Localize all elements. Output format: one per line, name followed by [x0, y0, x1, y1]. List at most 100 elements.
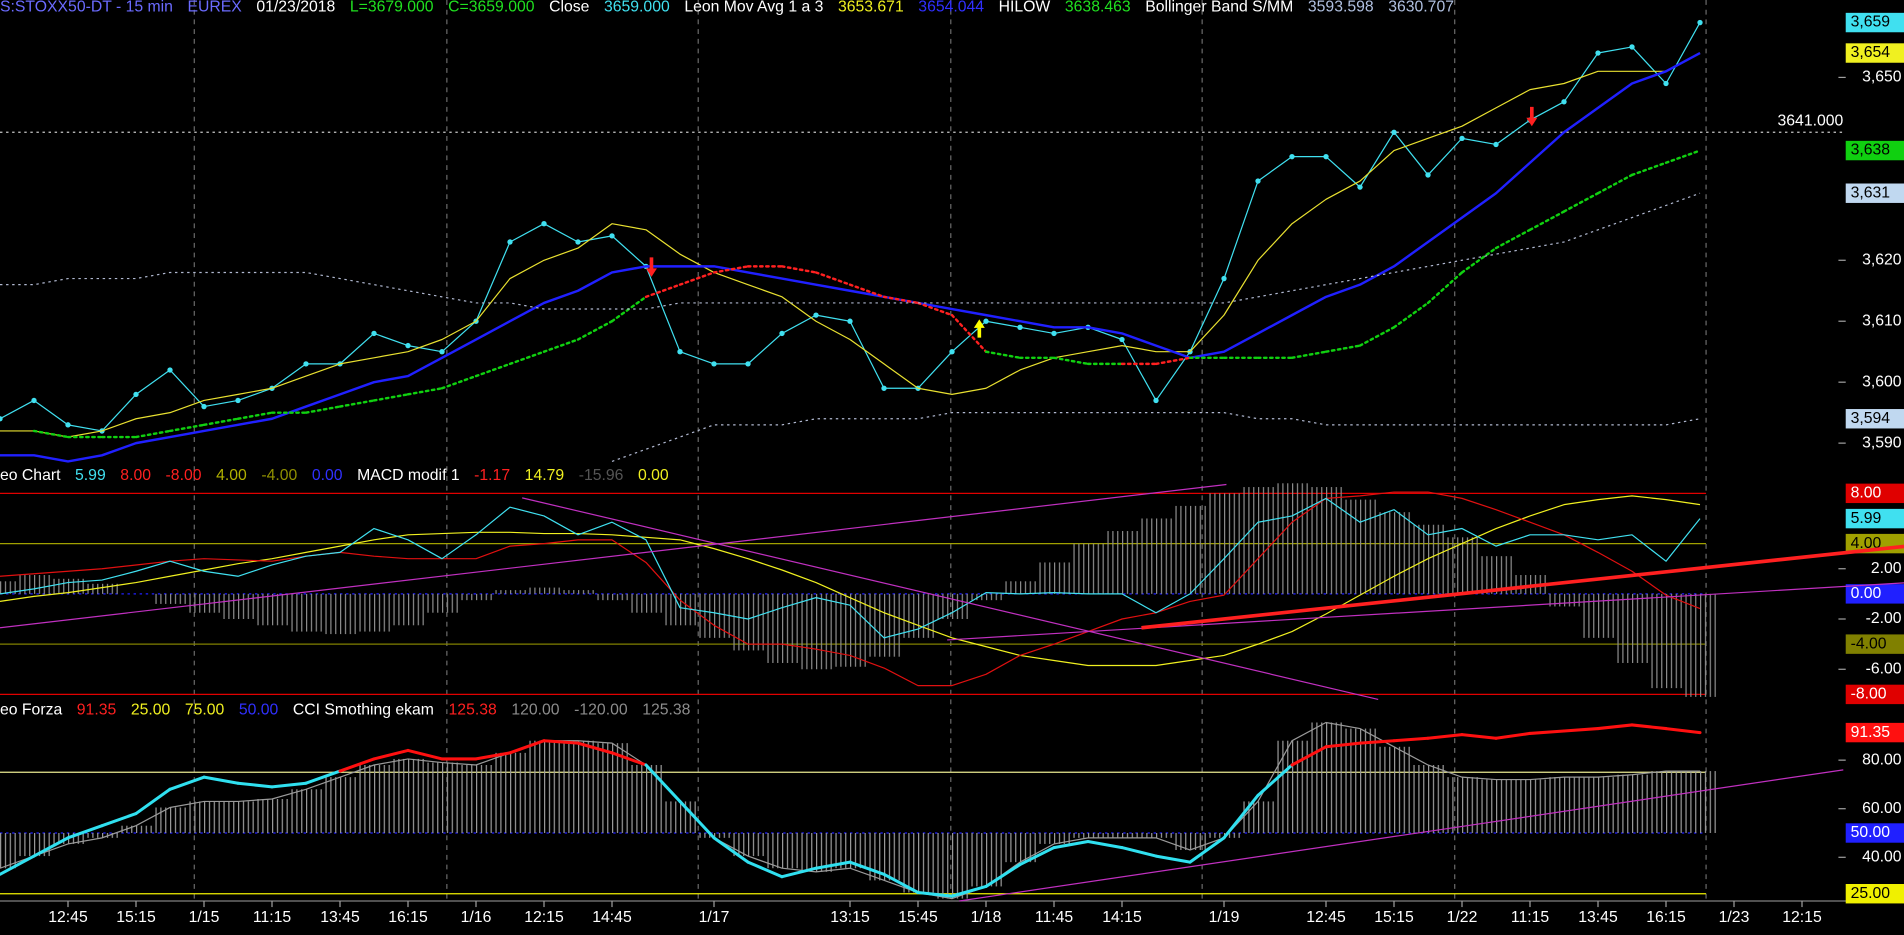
histogram-bar: [1003, 581, 1037, 594]
histogram-bar: [935, 593, 969, 620]
header-item: 8.00: [120, 467, 151, 484]
line-segment: [1664, 727, 1702, 735]
y-tick-label: 60.00: [1862, 800, 1902, 817]
line-segment: [1290, 745, 1328, 767]
histogram-bar: [867, 593, 901, 657]
series-point: [1493, 141, 1499, 148]
header-item: 14.79: [525, 467, 565, 484]
trend-line: [0, 483, 1227, 629]
header-item: S:STOXX50-DT - 15 min: [0, 0, 173, 15]
line-segment: [270, 781, 308, 789]
line-segment: [372, 393, 410, 402]
value-box-label: 3,659: [1851, 14, 1891, 31]
line-segment: [1494, 731, 1532, 740]
histogram-bar: [765, 593, 799, 663]
x-tick-label: 13:45: [320, 909, 360, 926]
series-point: [133, 391, 139, 398]
histogram-bar: [187, 593, 221, 613]
value-box: [1845, 409, 1904, 429]
line-segment: [66, 824, 104, 840]
series-point: [167, 367, 173, 373]
level-box: [1845, 823, 1904, 843]
header-item: -8.00: [166, 467, 202, 484]
histogram-bar: [1649, 771, 1683, 833]
trend-line: [947, 582, 1904, 641]
line-segment: [814, 860, 852, 870]
series-line: [0, 51, 1701, 463]
line-segment: [1392, 301, 1430, 329]
histogram-bar: [255, 593, 289, 626]
histogram-bar: [1343, 499, 1377, 594]
x-tick-label: 1/19: [1209, 909, 1240, 926]
line-segment: [236, 411, 274, 420]
header-item: -120.00: [574, 702, 628, 719]
histogram-bar: [901, 593, 935, 638]
level-label: 25.00: [1851, 885, 1891, 902]
series-point: [1459, 135, 1465, 142]
line-segment: [440, 374, 478, 390]
histogram-bar: [527, 587, 561, 594]
header-item: -1.17: [474, 467, 510, 484]
histogram-bar: [1377, 746, 1411, 833]
value-box-label: 3,638: [1851, 142, 1891, 159]
series-point: [1255, 178, 1261, 184]
series-point: [711, 361, 717, 367]
histogram-bar: [1309, 722, 1343, 833]
line-segment: [984, 350, 1022, 360]
histogram-bar: [357, 765, 391, 833]
series-point: [1357, 184, 1363, 190]
histogram-bar: [1411, 765, 1445, 833]
header-item: eo Chart: [0, 467, 61, 484]
histogram-bar: [1547, 777, 1581, 833]
histogram-bar: [867, 833, 901, 881]
line-segment: [32, 429, 70, 439]
line-segment: [1120, 846, 1158, 858]
header-item: 0.00: [312, 467, 343, 484]
histogram-bar: [1547, 593, 1581, 607]
level-box: [1845, 684, 1904, 705]
line-segment: [338, 757, 376, 773]
histogram-bar: [1037, 562, 1071, 594]
line-segment: [882, 872, 920, 895]
signal-arrows: [646, 106, 1538, 338]
histogram-bar: [459, 765, 493, 833]
histogram-bar: [425, 762, 459, 833]
header-item: eo Forza: [0, 702, 62, 719]
histogram-bar: [255, 799, 289, 833]
level-box: [1845, 584, 1904, 604]
x-tick-label: 1/23: [1719, 909, 1750, 926]
line-segment: [134, 429, 172, 439]
series-line: [0, 495, 1701, 667]
line-segment: [1358, 739, 1396, 745]
line-segment: [814, 271, 852, 286]
trend-lines: [0, 483, 1904, 902]
line-segment: [780, 866, 818, 879]
histogram-bar: [85, 833, 119, 838]
histogram-bar: [1241, 801, 1275, 833]
line-segment: [610, 751, 648, 767]
line-segment: [848, 860, 886, 876]
trend-line: [1141, 544, 1904, 630]
header-item: 25.00: [131, 702, 171, 719]
line-segment: [474, 751, 512, 761]
value-box: [1845, 508, 1904, 529]
histogram-bar: [1513, 779, 1547, 833]
histogram-bar: [1479, 779, 1513, 833]
line-segment: [508, 350, 546, 366]
line-segment: [338, 399, 376, 408]
line-segment: [1460, 733, 1498, 740]
x-tick-label: 15:15: [1374, 909, 1414, 926]
value-box: [1845, 183, 1904, 203]
x-tick-label: 1/22: [1447, 909, 1478, 926]
header-item: 125.38: [642, 702, 690, 719]
histogram-bar: [1139, 518, 1173, 594]
histogram-bar: [221, 593, 255, 620]
line-segment: [508, 739, 546, 755]
line-segment: [678, 799, 716, 840]
series-point: [1391, 129, 1397, 135]
series-point: [439, 349, 445, 355]
x-tick-label: 12:15: [524, 909, 564, 926]
value-box: [1845, 12, 1904, 33]
series-point: [31, 397, 37, 404]
histogram-bar: [1615, 593, 1649, 663]
